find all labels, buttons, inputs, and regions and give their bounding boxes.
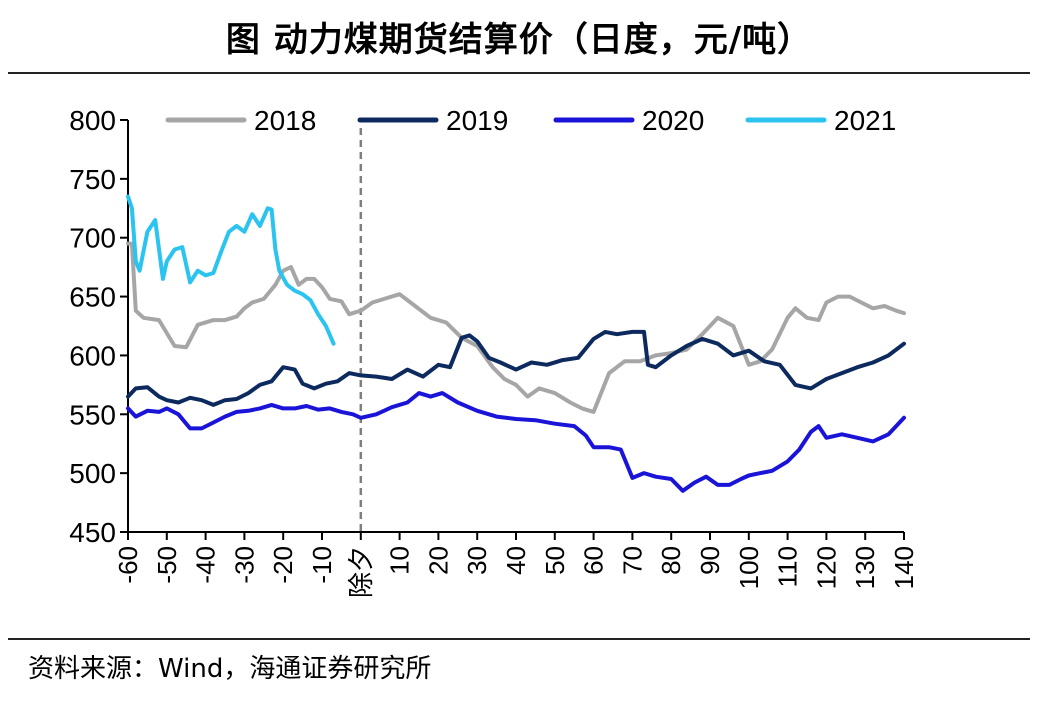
x-tick-label: -30 xyxy=(229,546,259,584)
x-tick-label: 140 xyxy=(889,546,919,589)
source-note: 资料来源：Wind，海通证券研究所 xyxy=(28,654,432,684)
x-tick-label: 50 xyxy=(540,546,570,575)
x-tick-label: 100 xyxy=(734,546,764,589)
chart-series xyxy=(126,194,906,493)
x-tick-label: 110 xyxy=(773,546,803,587)
y-tick-label: 500 xyxy=(69,458,116,489)
legend-label-2021: 2021 xyxy=(834,105,896,136)
x-tick-label: 40 xyxy=(501,546,531,575)
legend-label-2020: 2020 xyxy=(642,105,704,136)
y-tick-label: 450 xyxy=(69,517,116,548)
chart-ticks: 450 500 550 600 650 700 750 800 -60 -50 -40 -30 -20-… xyxy=(69,105,919,598)
line-chart: 450 500 550 600 650 700 750 800 -60 -50 -40 -30 -20-… xyxy=(69,105,919,598)
series-line-2021 xyxy=(126,194,336,346)
series-line-2018 xyxy=(126,241,906,414)
x-tick-label: -50 xyxy=(152,546,182,584)
x-tick-label: 除夕 xyxy=(346,546,376,598)
y-tick-label: 650 xyxy=(69,282,116,313)
legend-label-2019: 2019 xyxy=(446,105,508,136)
x-tick-label: 20 xyxy=(423,546,453,575)
chart-legend: 2018 2019 2020 2021 xyxy=(165,105,896,136)
y-tick-label: 550 xyxy=(69,399,116,430)
x-tick-label: -60 xyxy=(113,546,143,584)
series-line-2020 xyxy=(126,391,906,493)
x-tick-label: 70 xyxy=(617,546,647,575)
x-tick-label: 30 xyxy=(462,546,492,575)
y-tick-label: 750 xyxy=(69,164,116,195)
y-tick-label: 700 xyxy=(69,223,116,254)
y-tick-label: 600 xyxy=(69,340,116,371)
y-tick-label: 800 xyxy=(69,105,116,136)
x-tick-label: -40 xyxy=(191,546,221,584)
chart-title: 图 动力煤期货结算价（日度，元/吨） xyxy=(225,19,813,60)
source-divider xyxy=(8,638,1030,640)
series-line-2019 xyxy=(126,329,906,407)
chart-axes xyxy=(127,120,904,533)
x-tick-label: 90 xyxy=(695,546,725,575)
title-divider xyxy=(8,72,1030,74)
x-tick-label: -20 xyxy=(268,546,298,584)
x-tick-label: 130 xyxy=(850,546,880,589)
x-tick-label: 120 xyxy=(811,546,841,589)
x-tick-label: -10 xyxy=(307,546,337,584)
legend-label-2018: 2018 xyxy=(254,105,316,136)
x-tick-label: 80 xyxy=(656,546,686,575)
x-tick-label: 10 xyxy=(385,546,415,575)
x-tick-label: 60 xyxy=(579,546,609,575)
